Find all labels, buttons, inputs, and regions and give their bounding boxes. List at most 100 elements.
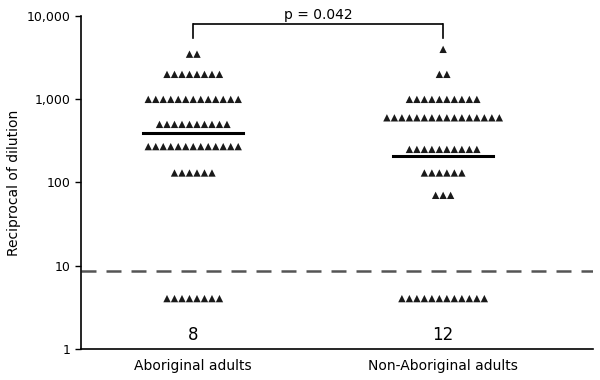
Point bbox=[177, 121, 187, 127]
Point bbox=[173, 144, 183, 150]
Point bbox=[192, 296, 202, 302]
Point bbox=[211, 97, 221, 103]
Point bbox=[449, 170, 459, 176]
Point bbox=[226, 97, 236, 103]
Point bbox=[222, 121, 232, 127]
Point bbox=[397, 115, 407, 121]
Point bbox=[143, 97, 153, 103]
Point bbox=[431, 192, 440, 198]
Point bbox=[464, 115, 474, 121]
Point bbox=[412, 146, 422, 152]
Point bbox=[192, 71, 202, 78]
Point bbox=[449, 97, 459, 103]
Point bbox=[166, 144, 176, 150]
Point bbox=[427, 146, 437, 152]
Point bbox=[207, 71, 217, 78]
Point bbox=[185, 71, 194, 78]
Point bbox=[427, 115, 437, 121]
Point bbox=[170, 296, 179, 302]
Point bbox=[207, 121, 217, 127]
Point bbox=[162, 71, 172, 78]
Point bbox=[196, 97, 206, 103]
Point bbox=[173, 97, 183, 103]
Point bbox=[427, 170, 437, 176]
Point bbox=[442, 115, 452, 121]
Point bbox=[215, 71, 224, 78]
Point bbox=[457, 97, 467, 103]
Point bbox=[185, 121, 194, 127]
Point bbox=[446, 192, 455, 198]
Point bbox=[151, 97, 161, 103]
Point bbox=[404, 296, 414, 302]
Point bbox=[170, 71, 179, 78]
Point bbox=[211, 144, 221, 150]
Point bbox=[151, 144, 161, 150]
Point bbox=[419, 97, 429, 103]
Point bbox=[200, 170, 209, 176]
Point bbox=[419, 170, 429, 176]
Point bbox=[412, 115, 422, 121]
Point bbox=[162, 296, 172, 302]
Point bbox=[404, 115, 414, 121]
Point bbox=[439, 46, 448, 52]
Point bbox=[192, 170, 202, 176]
Point bbox=[233, 97, 243, 103]
Point bbox=[226, 144, 236, 150]
Point bbox=[479, 115, 489, 121]
Point bbox=[177, 170, 187, 176]
Point bbox=[389, 115, 399, 121]
Point bbox=[203, 144, 213, 150]
Point bbox=[158, 97, 168, 103]
Point bbox=[457, 296, 467, 302]
Point bbox=[200, 71, 209, 78]
Point bbox=[143, 144, 153, 150]
Point bbox=[419, 115, 429, 121]
Point bbox=[177, 71, 187, 78]
Point bbox=[203, 97, 213, 103]
Point bbox=[218, 97, 228, 103]
Point bbox=[185, 51, 194, 57]
Point bbox=[442, 97, 452, 103]
Point bbox=[233, 144, 243, 150]
Point bbox=[487, 115, 497, 121]
Point bbox=[434, 146, 444, 152]
Point bbox=[449, 296, 459, 302]
Point bbox=[472, 296, 482, 302]
Point bbox=[442, 146, 452, 152]
Point bbox=[419, 146, 429, 152]
Point bbox=[192, 121, 202, 127]
Point bbox=[412, 97, 422, 103]
Point bbox=[442, 170, 452, 176]
Point bbox=[457, 146, 467, 152]
Point bbox=[215, 121, 224, 127]
Point bbox=[170, 170, 179, 176]
Point bbox=[442, 71, 452, 78]
Point bbox=[188, 144, 198, 150]
Point bbox=[170, 121, 179, 127]
Point bbox=[185, 296, 194, 302]
Text: p = 0.042: p = 0.042 bbox=[284, 8, 352, 22]
Point bbox=[457, 115, 467, 121]
Text: 12: 12 bbox=[433, 326, 454, 344]
Point bbox=[200, 296, 209, 302]
Point bbox=[382, 115, 392, 121]
Point bbox=[472, 115, 482, 121]
Point bbox=[449, 115, 459, 121]
Point bbox=[166, 97, 176, 103]
Point bbox=[397, 296, 407, 302]
Point bbox=[494, 115, 504, 121]
Point bbox=[155, 121, 164, 127]
Point bbox=[479, 296, 489, 302]
Point bbox=[472, 146, 482, 152]
Point bbox=[158, 144, 168, 150]
Point bbox=[442, 296, 452, 302]
Point bbox=[185, 170, 194, 176]
Point bbox=[218, 144, 228, 150]
Point bbox=[427, 296, 437, 302]
Point bbox=[200, 121, 209, 127]
Point bbox=[434, 115, 444, 121]
Point bbox=[207, 170, 217, 176]
Point bbox=[192, 51, 202, 57]
Point bbox=[427, 97, 437, 103]
Point bbox=[434, 296, 444, 302]
